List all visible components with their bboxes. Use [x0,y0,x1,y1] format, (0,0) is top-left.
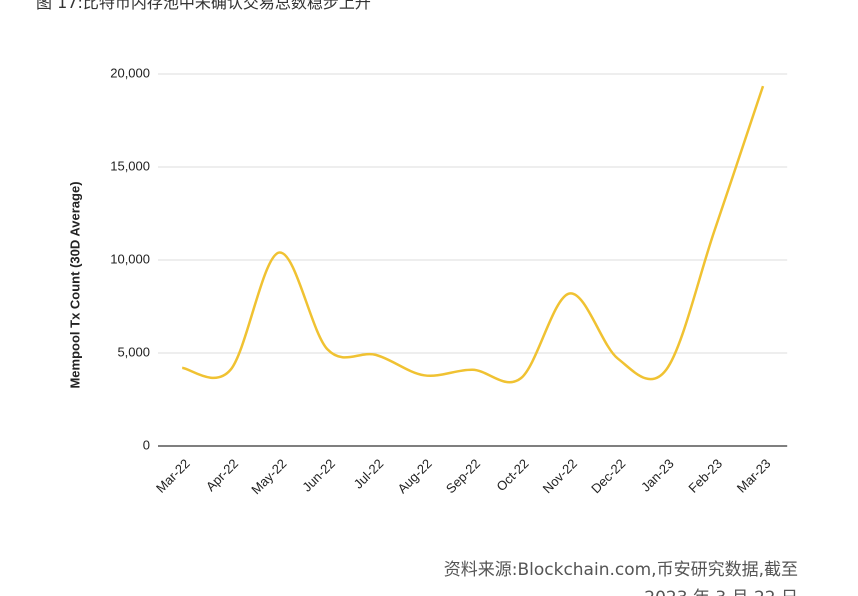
page-title: 图 17:比特币内存池中未确认交易总数稳步上升 [36,0,371,12]
source-note: 资料来源:Blockchain.com,币安研究数据,截至 2023 年 3 月… [443,560,798,596]
x-tick-label: Mar-22 [153,456,193,496]
x-tick-label: Jul-22 [351,456,387,492]
y-tick-label: 20,000 [110,65,150,80]
x-tick-label: Feb-23 [685,456,725,496]
y-tick-label: 5,000 [117,344,150,359]
x-tick-label: Mar-23 [734,456,774,496]
x-tick-label: Dec-22 [588,456,628,496]
data-line [181,85,765,384]
y-tick-label: 0 [143,437,150,452]
x-tick-label: Oct-22 [493,456,531,494]
x-tick-label: Jun-22 [299,456,338,495]
x-tick-label: Aug-22 [395,456,435,496]
y-axis-title: Mempool Tx Count (30D Average) [67,181,82,388]
x-tick-label: Apr-22 [203,456,241,494]
x-tick-label: May-22 [248,456,289,497]
x-tick-label: Jan-23 [638,456,677,495]
y-tick-label: 15,000 [110,158,150,173]
x-tick-label: Nov-22 [540,456,580,496]
x-tick-label: Sep-22 [443,456,483,496]
y-tick-label: 10,000 [110,251,150,266]
